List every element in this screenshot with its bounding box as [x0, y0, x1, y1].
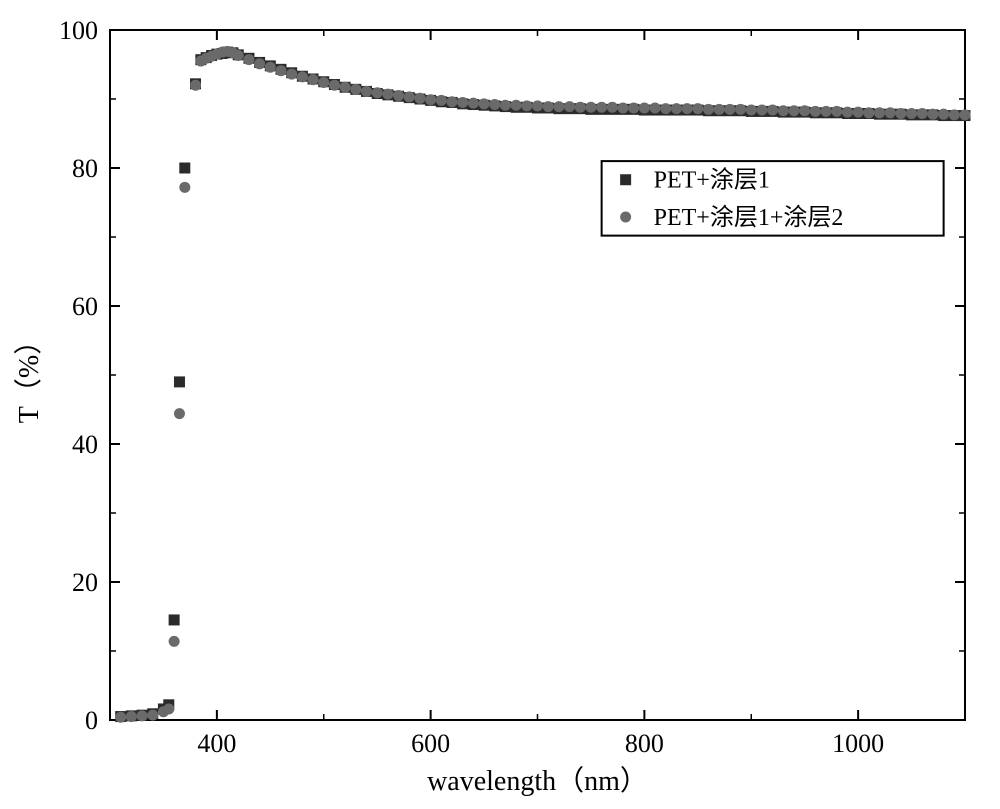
- data-point: [810, 106, 821, 117]
- data-point: [853, 107, 864, 118]
- data-point: [174, 376, 185, 387]
- y-tick-label: 40: [72, 430, 98, 459]
- x-tick-label: 600: [411, 729, 450, 758]
- legend-marker: [620, 174, 631, 185]
- legend-label: PET+涂层1: [654, 167, 770, 194]
- data-point: [789, 105, 800, 116]
- data-point: [703, 104, 714, 115]
- y-tick-label: 20: [72, 568, 98, 597]
- data-point: [169, 636, 180, 647]
- data-point: [479, 98, 490, 109]
- data-point: [243, 54, 254, 65]
- legend-label: PET+涂层1+涂层2: [654, 204, 844, 231]
- data-point: [799, 105, 810, 116]
- data-point: [340, 82, 351, 93]
- data-point: [960, 109, 971, 120]
- data-point: [724, 104, 735, 115]
- data-point: [564, 101, 575, 112]
- data-point: [906, 108, 917, 119]
- data-point: [511, 100, 522, 111]
- data-point: [585, 102, 596, 113]
- data-point: [382, 89, 393, 100]
- data-point: [543, 101, 554, 112]
- data-point: [671, 103, 682, 114]
- y-tick-label: 100: [59, 16, 98, 45]
- data-point: [660, 103, 671, 114]
- data-point: [746, 105, 757, 116]
- data-point: [489, 99, 500, 110]
- data-point: [163, 703, 174, 714]
- data-point: [831, 106, 842, 117]
- data-point: [115, 712, 126, 723]
- data-point: [276, 65, 287, 76]
- data-point: [639, 102, 650, 113]
- x-tick-label: 400: [197, 729, 236, 758]
- data-point: [714, 104, 725, 115]
- data-point: [404, 91, 415, 102]
- data-point: [179, 163, 190, 174]
- data-point: [821, 106, 832, 117]
- y-axis-label: T（%）: [13, 327, 45, 423]
- data-point: [885, 107, 896, 118]
- y-tick-label: 0: [85, 706, 98, 735]
- x-axis-label: wavelength（nm）: [427, 765, 648, 797]
- data-point: [628, 102, 639, 113]
- data-point: [863, 107, 874, 118]
- data-point: [650, 102, 661, 113]
- data-point: [949, 109, 960, 120]
- data-point: [692, 103, 703, 114]
- data-point: [521, 100, 532, 111]
- data-point: [308, 74, 319, 85]
- data-point: [468, 98, 479, 109]
- data-point: [575, 102, 586, 113]
- data-point: [350, 84, 361, 95]
- y-tick-label: 60: [72, 292, 98, 321]
- x-tick-label: 800: [625, 729, 664, 758]
- data-point: [553, 101, 564, 112]
- data-point: [767, 105, 778, 116]
- data-point: [318, 77, 329, 88]
- data-point: [895, 108, 906, 119]
- data-point: [842, 107, 853, 118]
- data-point: [927, 109, 938, 120]
- data-point: [361, 86, 372, 97]
- data-point: [286, 69, 297, 80]
- data-point: [233, 50, 244, 61]
- data-point: [607, 102, 618, 113]
- data-point: [137, 710, 148, 721]
- chart-bg: [0, 0, 1000, 809]
- data-point: [682, 103, 693, 114]
- data-point: [425, 94, 436, 105]
- data-point: [126, 711, 137, 722]
- legend-marker: [620, 211, 631, 222]
- data-point: [372, 87, 383, 98]
- data-point: [532, 100, 543, 111]
- data-point: [457, 97, 468, 108]
- y-tick-label: 80: [72, 154, 98, 183]
- data-point: [447, 96, 458, 107]
- data-point: [169, 614, 180, 625]
- data-point: [756, 105, 767, 116]
- data-point: [436, 95, 447, 106]
- data-point: [147, 710, 158, 721]
- data-point: [414, 93, 425, 104]
- data-point: [190, 80, 201, 91]
- data-point: [596, 102, 607, 113]
- data-point: [500, 100, 511, 111]
- data-point: [618, 102, 629, 113]
- data-point: [938, 109, 949, 120]
- transmittance-chart: 400 600 800 1000 0 20 40 60 80 100 wavelength（nm） T…: [0, 0, 1000, 809]
- data-point: [254, 58, 265, 69]
- data-point: [735, 104, 746, 115]
- data-point: [329, 80, 340, 91]
- data-point: [179, 182, 190, 193]
- data-point: [778, 105, 789, 116]
- data-point: [393, 90, 404, 101]
- data-point: [265, 62, 276, 73]
- x-tick-label: 1000: [832, 729, 884, 758]
- data-point: [874, 107, 885, 118]
- data-point: [297, 71, 308, 82]
- data-point: [174, 408, 185, 419]
- data-point: [917, 108, 928, 119]
